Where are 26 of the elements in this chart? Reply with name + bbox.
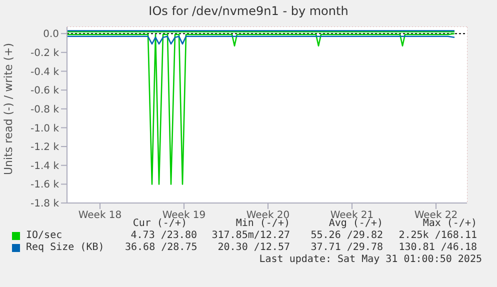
y-tick-label: -1.2 k [30, 142, 60, 154]
y-tick-label: -1.4 k [30, 160, 60, 172]
y-tick-label: 0.0 [43, 29, 59, 40]
text: Cur (-/+) [132, 218, 187, 230]
text: 4.73 /23.80 [130, 230, 197, 242]
y-tick-label: -0.6 k [30, 86, 60, 97]
legend-label: IO/sec [26, 230, 64, 242]
text: 36.68 /28.75 [125, 242, 198, 254]
text: 130.81 /46.18 [398, 242, 477, 254]
text: Min (-/+) [236, 218, 290, 229]
y-tick-label: -1.6 k [30, 180, 60, 191]
text: 37.71 /29.78 [310, 242, 383, 254]
y-axis-title: Units read (-) / write (+) [2, 42, 15, 175]
y-tick-label: -0.4 k [30, 66, 60, 78]
text: 317.85m/12.27 [210, 230, 290, 242]
legend-label: Req Size (KB) [26, 242, 106, 254]
text: Last update: Sat May 31 01:00:50 2025 [258, 254, 482, 266]
y-tick-label: -0.2 k [30, 48, 60, 59]
text: 20.30 /12.57 [216, 242, 290, 254]
x-tick-label: Week 18 [78, 210, 122, 222]
y-tick-label: -1.0 k [30, 123, 60, 134]
text: 55.26 /29.82 [310, 230, 383, 242]
y-tick-label: -0.8 k [30, 104, 60, 116]
y-tick-label: -1.8 k [30, 198, 60, 210]
text: 2.25k /168.11 [398, 230, 477, 242]
chart-title: IOs for /dev/nvme9n1 - by month [148, 4, 350, 18]
